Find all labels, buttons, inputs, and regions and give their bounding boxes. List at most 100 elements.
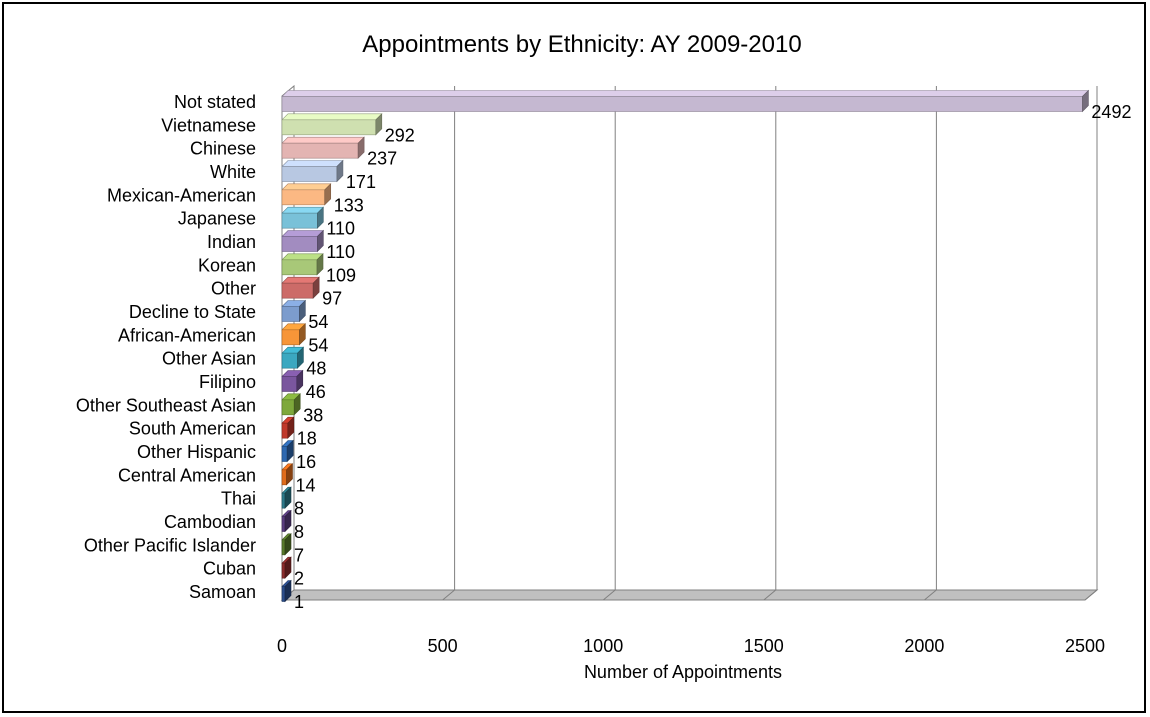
bar-side [317, 206, 324, 229]
data-label: 109 [326, 265, 356, 285]
bar-side [299, 299, 306, 323]
bar-front [281, 259, 318, 276]
category-label: Other [211, 279, 256, 299]
bar-front [281, 352, 298, 369]
bar-top [281, 230, 325, 237]
data-label: 18 [297, 429, 317, 449]
bar [281, 579, 292, 603]
x-gridline-floor [763, 589, 777, 601]
bar-side [284, 509, 292, 533]
bar [281, 159, 344, 183]
data-label: 48 [306, 359, 326, 379]
x-tick-label: 500 [428, 636, 458, 656]
bar-side [316, 253, 324, 276]
bar-side [324, 183, 332, 206]
category-label: Thai [221, 489, 256, 509]
category-label: Central American [118, 465, 256, 485]
bar-side [287, 416, 295, 439]
bar-front [281, 236, 318, 252]
bar [281, 299, 307, 323]
bar [281, 416, 295, 439]
bar [281, 253, 324, 276]
category-label: Not stated [174, 92, 256, 112]
data-labels: 2492292237171133110110109975454484638181… [294, 102, 1131, 612]
data-label: 8 [294, 522, 304, 542]
bar-side [284, 486, 292, 509]
category-label: Decline to State [129, 302, 256, 322]
bar-side [286, 463, 293, 486]
bar-side [284, 556, 292, 579]
bar [281, 229, 325, 253]
bar [281, 393, 301, 416]
bar-side [296, 369, 304, 393]
category-label: Vietnamese [161, 115, 256, 135]
data-label: 1 [294, 592, 304, 612]
category-label: South American [129, 419, 256, 439]
data-label: 2492 [1091, 102, 1131, 122]
bar-front [281, 446, 288, 462]
bar [281, 439, 294, 463]
bar-top [281, 253, 324, 261]
bar [281, 136, 365, 159]
bar [281, 346, 305, 369]
bar-top [281, 160, 344, 167]
chart-title: Appointments by Ethnicity: AY 2009-2010 [362, 31, 801, 58]
bar-side [312, 276, 320, 299]
bar-side [284, 579, 292, 603]
bar [281, 509, 292, 533]
bar-side [297, 346, 304, 369]
category-labels: Not stated Vietnamese Chinese White Mexican-… [76, 92, 256, 602]
bar [281, 323, 307, 346]
data-label: 14 [295, 475, 315, 495]
bar-front [281, 306, 300, 322]
bar [281, 463, 294, 486]
data-label: 110 [326, 242, 355, 262]
x-gridlines [442, 86, 1098, 601]
data-label: 46 [306, 382, 326, 402]
category-label: Other Asian [162, 349, 256, 369]
bar-side [1082, 89, 1089, 113]
bar [281, 206, 325, 229]
data-label: 8 [294, 499, 304, 519]
bar [281, 183, 332, 206]
category-label: Other Pacific Islander [84, 535, 256, 555]
bar-front [281, 422, 289, 439]
bar-top [281, 90, 1090, 97]
data-label: 237 [367, 149, 397, 169]
category-label: Indian [207, 232, 256, 252]
bar [281, 89, 1090, 113]
bar-front [281, 562, 286, 579]
x-tick-label: 0 [277, 636, 287, 656]
data-label: 292 [385, 125, 415, 145]
bar-top [281, 183, 332, 191]
bar-front [281, 282, 314, 299]
bar [281, 113, 383, 136]
category-label: Japanese [178, 209, 256, 229]
x-gridline-floor [442, 589, 455, 601]
data-label: 16 [296, 452, 316, 472]
data-label: 110 [326, 219, 355, 239]
category-label: Other Southeast Asian [76, 395, 256, 415]
bar-side [317, 229, 324, 253]
bar [281, 486, 292, 509]
bar-front [281, 469, 287, 486]
bar-side [286, 439, 294, 463]
data-label: 54 [308, 312, 328, 332]
bar-side [375, 113, 383, 136]
x-tick-label: 2500 [1065, 636, 1105, 656]
category-label: Chinese [190, 139, 256, 159]
data-label: 7 [294, 545, 304, 565]
category-label: Cuban [203, 559, 256, 579]
bar [281, 556, 292, 579]
bar-side [336, 159, 344, 183]
category-label: Korean [198, 255, 256, 275]
x-gridline-floor [1084, 589, 1098, 601]
data-label: 133 [334, 195, 364, 215]
bar-top [281, 113, 383, 121]
data-label: 97 [322, 289, 342, 309]
category-label: African-American [118, 325, 256, 345]
x-tick-label: 1500 [744, 636, 784, 656]
x-tick-label: 2000 [904, 636, 944, 656]
data-label: 38 [303, 405, 323, 425]
bar-side [284, 533, 292, 556]
